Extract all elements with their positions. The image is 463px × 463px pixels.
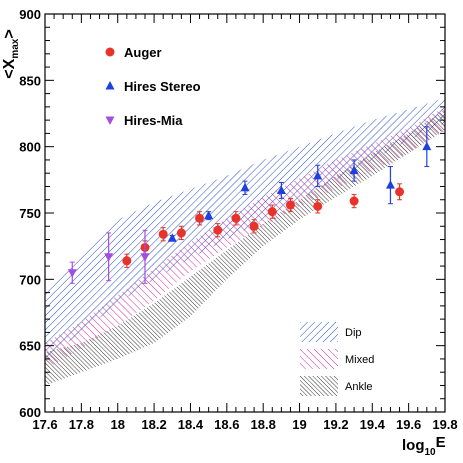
ticks-layer: 17.6 17.8 18 18.2 18.4 18.6 18.8 19 19.2 19.4 19.6… <box>19 7 457 432</box>
auger-point <box>349 196 359 206</box>
x-axis-title-sub: 10 <box>425 447 437 458</box>
y-tick-label: 850 <box>19 73 41 88</box>
legend-hires-mia-marker <box>105 116 115 125</box>
band-legend-mixed-swatch <box>300 349 338 369</box>
auger-point <box>395 187 405 197</box>
x-tick-label: 18.4 <box>178 417 204 432</box>
auger-point <box>213 225 223 235</box>
y-tick-label: 700 <box>19 272 41 287</box>
hires-stereo-point <box>385 180 395 189</box>
band-legend-dip-swatch <box>300 322 338 342</box>
hires-stereo-point <box>276 185 286 194</box>
x-tick-label: 19 <box>292 417 306 432</box>
auger-point <box>267 207 277 217</box>
x-tick-label: 17.6 <box>32 417 57 432</box>
auger-point <box>249 221 259 231</box>
hires-mia-point <box>104 253 114 262</box>
auger-point <box>158 229 168 239</box>
band-legend-dip-label: Dip <box>345 327 362 339</box>
y-tick-label: 800 <box>19 140 41 155</box>
hires-stereo-point <box>167 233 177 242</box>
legend-hires-stereo-marker <box>105 81 115 90</box>
y-tick-label: 600 <box>19 405 41 420</box>
y-axis-title: <Xmax> <box>1 29 21 78</box>
y-tick-label: 750 <box>19 206 41 221</box>
y-tick-label: 650 <box>19 339 41 354</box>
auger-point <box>176 228 186 238</box>
bands-layer <box>45 97 445 386</box>
x-tick-label: 17.8 <box>69 417 94 432</box>
y-axis-title-tail: > <box>1 29 18 38</box>
x-tick-label: 19.4 <box>360 417 386 432</box>
hires-stereo-point <box>204 210 214 220</box>
x-tick-label: 18.2 <box>141 417 166 432</box>
hires-stereo-point <box>422 141 432 151</box>
hires-stereo-point <box>313 170 323 180</box>
legend-hires-stereo-label: Hires Stereo <box>124 79 201 94</box>
x-axis-title-tail: E <box>436 434 446 451</box>
x-tick-label: 18 <box>110 417 124 432</box>
x-axis-title: log10E <box>402 434 446 458</box>
data-points-layer <box>67 126 432 284</box>
auger-point <box>195 213 205 223</box>
y-tick-label: 900 <box>19 7 41 22</box>
band-ankle <box>45 109 445 386</box>
hires-mia-point <box>140 253 150 262</box>
legend-hires-mia-label: Hires-Mia <box>124 113 183 128</box>
x-tick-label: 19.6 <box>396 417 421 432</box>
auger-point <box>313 201 323 211</box>
legend-auger-marker <box>105 47 115 57</box>
hires-stereo-point <box>349 165 359 175</box>
auger-point <box>122 256 132 266</box>
x-axis-title-main: log <box>402 437 425 454</box>
marker-legend: Auger Hires Stereo Hires-Mia <box>105 45 201 128</box>
x-tick-label: 19.2 <box>323 417 348 432</box>
x-tick-label: 19.8 <box>432 417 457 432</box>
auger-point <box>285 200 295 210</box>
hires-mia-point <box>67 269 77 278</box>
x-tick-label: 18.6 <box>214 417 239 432</box>
auger-point <box>231 213 241 223</box>
x-tick-label: 18.8 <box>251 417 276 432</box>
legend-auger-label: Auger <box>124 45 162 60</box>
y-axis-title-main: <X <box>1 58 18 78</box>
band-legend-ankle-swatch <box>300 376 338 396</box>
y-axis-title-sub: max <box>10 38 21 58</box>
band-legend: Dip Mixed Ankle <box>300 322 374 396</box>
band-legend-ankle-label: Ankle <box>345 381 373 393</box>
hires-stereo-point <box>240 182 250 192</box>
band-legend-mixed-label: Mixed <box>345 354 374 366</box>
